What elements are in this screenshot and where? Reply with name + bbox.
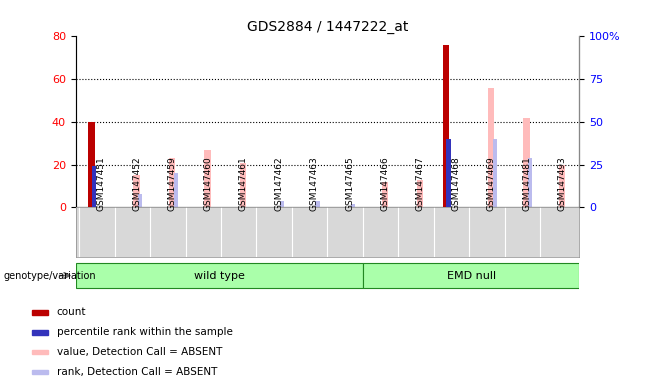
FancyBboxPatch shape [76, 263, 363, 288]
Text: GSM147465: GSM147465 [345, 157, 354, 211]
Text: genotype/variation: genotype/variation [3, 270, 96, 281]
Bar [169, 158, 175, 207]
Bar [32, 370, 47, 374]
Bar [493, 139, 497, 207]
Text: GSM147459: GSM147459 [168, 157, 177, 211]
Bar [528, 158, 532, 207]
Text: EMD null: EMD null [447, 270, 495, 281]
Text: GSM147493: GSM147493 [558, 157, 567, 211]
Bar [382, 182, 388, 207]
Bar [88, 122, 95, 207]
Bar [32, 330, 47, 334]
Bar [488, 88, 494, 207]
Text: value, Detection Call = ABSENT: value, Detection Call = ABSENT [57, 347, 222, 357]
Title: GDS2884 / 1447222_at: GDS2884 / 1447222_at [247, 20, 408, 34]
Bar [417, 180, 423, 207]
Bar [523, 118, 530, 207]
Bar [315, 200, 320, 207]
Bar [32, 350, 47, 354]
Bar [32, 310, 47, 315]
Bar [351, 204, 355, 207]
Text: GSM147460: GSM147460 [203, 157, 213, 211]
Text: GSM147469: GSM147469 [487, 157, 496, 211]
Bar [559, 165, 565, 207]
Bar [134, 175, 140, 207]
Text: GSM147466: GSM147466 [380, 157, 390, 211]
Text: GSM147463: GSM147463 [310, 157, 318, 211]
Bar [205, 150, 211, 207]
Text: rank, Detection Call = ABSENT: rank, Detection Call = ABSENT [57, 367, 217, 377]
Text: GSM147452: GSM147452 [132, 157, 141, 211]
Bar [280, 200, 284, 207]
Bar [92, 166, 96, 207]
Text: GSM147462: GSM147462 [274, 157, 283, 211]
Bar [447, 139, 451, 207]
Text: percentile rank within the sample: percentile rank within the sample [57, 327, 233, 337]
FancyBboxPatch shape [363, 263, 579, 288]
Bar [240, 162, 246, 207]
Bar [174, 173, 178, 207]
Bar [443, 45, 449, 207]
Text: GSM147468: GSM147468 [451, 157, 461, 211]
Text: wild type: wild type [194, 270, 245, 281]
Text: GSM147481: GSM147481 [522, 157, 531, 211]
Bar [138, 194, 142, 207]
Text: GSM147451: GSM147451 [97, 157, 106, 211]
Text: count: count [57, 308, 86, 318]
Text: GSM147461: GSM147461 [239, 157, 247, 211]
Text: GSM147467: GSM147467 [416, 157, 425, 211]
